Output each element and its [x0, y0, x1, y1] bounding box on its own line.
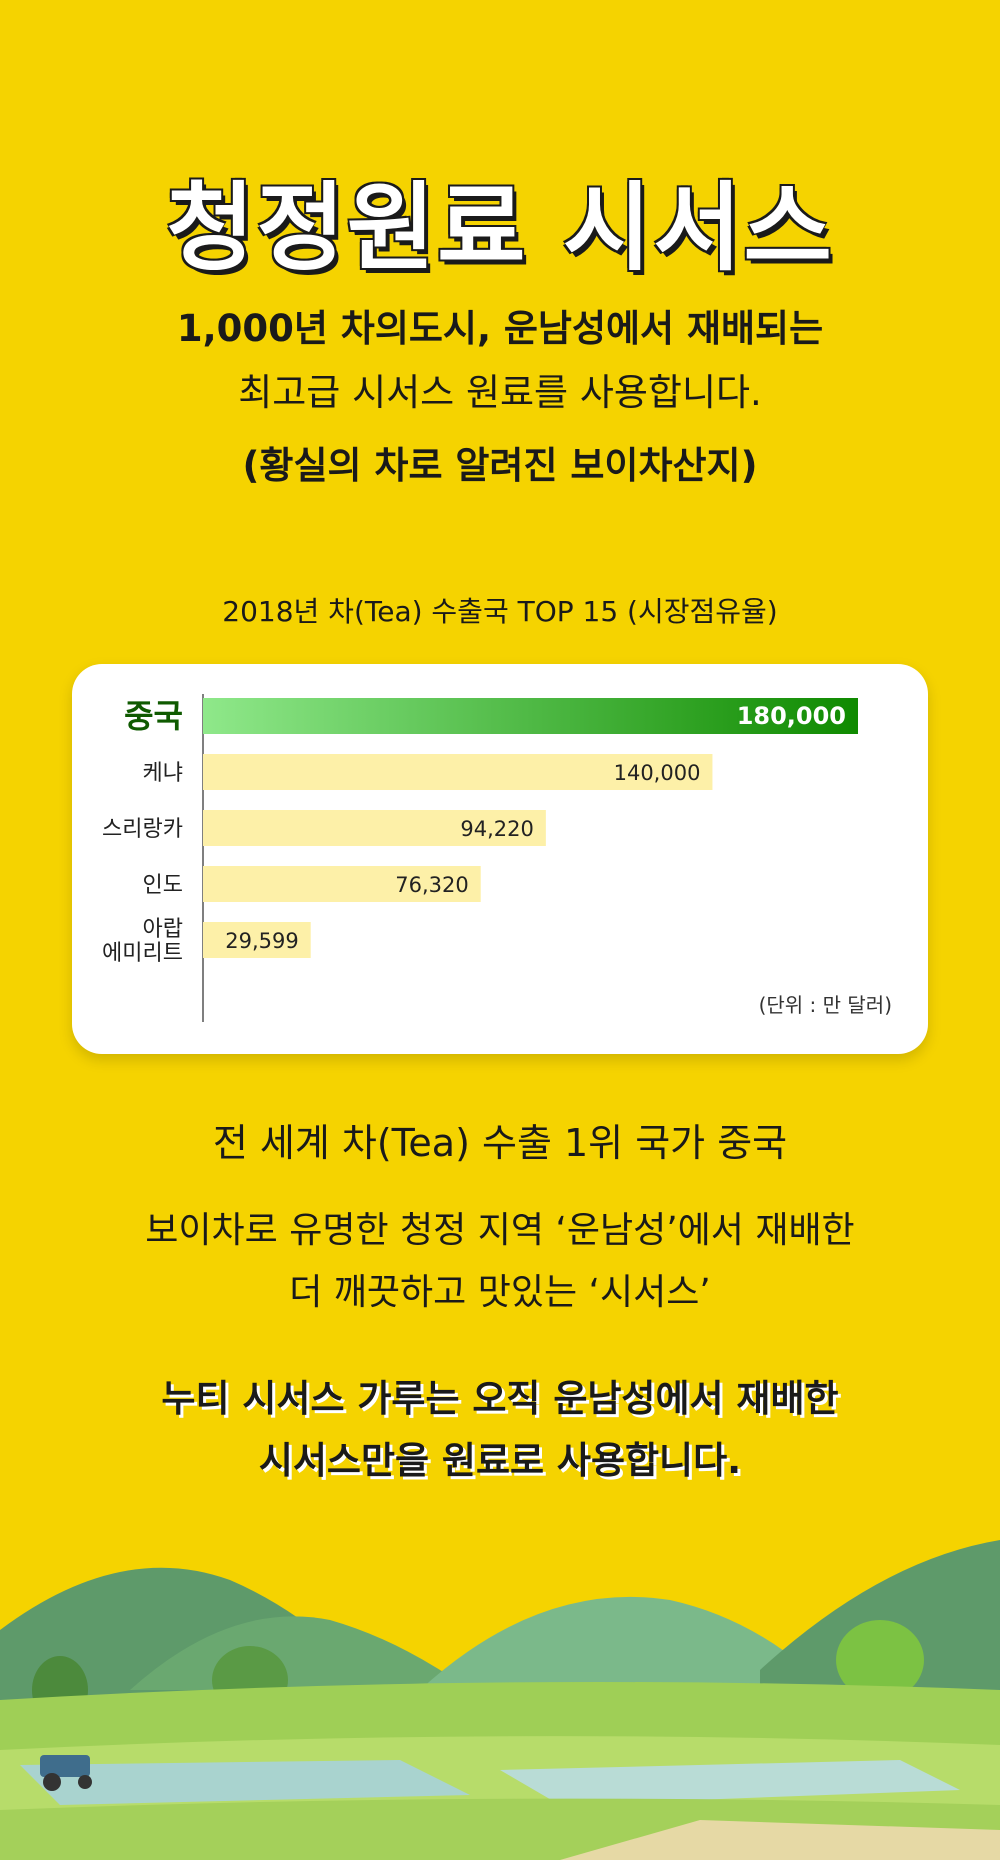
- subtitle-region-note: (황실의 차로 알려진 보이차산지): [242, 444, 758, 487]
- path-dirt: [560, 1820, 1000, 1860]
- category-label-0: 중국: [124, 697, 183, 735]
- region-description: 보이차로 유명한 청정 지역 ‘운남성’에서 재배한 더 깨끗하고 맛있는 ‘시…: [0, 1200, 1000, 1324]
- bar-chart: 180,000 중국 140,000 케냐 94,220 스리랑카 76,320 인도 29,5…: [102, 694, 892, 1022]
- bar-value-label-1: 140,000: [614, 761, 701, 785]
- bar-0: [203, 698, 858, 734]
- product-claim: 누티 시서스 가루는 오직 운남성에서 재배한 시서스만을 원료로 사용합니다.: [0, 1368, 1000, 1492]
- paddy-water-2: [500, 1760, 960, 1805]
- bar-value-label-2: 94,220: [460, 817, 533, 841]
- export-rank-text: 전 세계 차(Tea) 수출 1위 국가 중국: [212, 1121, 788, 1165]
- bar-1: [203, 754, 713, 790]
- tractor-wheel-2: [78, 1775, 92, 1789]
- category-label-1: 케냐: [143, 761, 183, 786]
- bar-2: [203, 810, 546, 846]
- bar-value-label-0: 180,000: [737, 702, 846, 730]
- bar-value-label-4: 29,599: [225, 929, 298, 953]
- chart-title: 2018년 차(Tea) 수출국 TOP 15 (시장점유율): [222, 595, 778, 628]
- chart-card: 180,000 중국 140,000 케냐 94,220 스리랑카 76,320 인도 29,5…: [72, 664, 928, 1054]
- tree-right: [836, 1620, 924, 1700]
- hill-center: [420, 1596, 830, 1690]
- tea-field-illustration: [0, 1540, 1000, 1860]
- tractor-wheel: [43, 1773, 61, 1791]
- category-label-2: 스리랑카: [102, 817, 183, 842]
- page-title: 청정원료 시서스: [166, 172, 834, 284]
- category-label-3: 인도: [143, 873, 183, 898]
- tractor-body: [40, 1755, 90, 1777]
- product-claim-line2: 시서스만을 원료로 사용합니다.: [258, 1439, 742, 1482]
- bar-3: [203, 866, 481, 902]
- chart-unit-note: (단위 : 만 달러): [759, 993, 892, 1017]
- subtitle-origin: 1,000년 차의도시, 운남성에서 재배되는: [176, 307, 824, 350]
- region-description-line2: 더 깨끗하고 맛있는 ‘시서스’: [289, 1272, 711, 1313]
- category-label-4: 아랍 에미리트: [102, 917, 183, 966]
- region-description-line1: 보이차로 유명한 청정 지역 ‘운남성’에서 재배한: [145, 1210, 855, 1251]
- product-claim-line1: 누티 시서스 가루는 오직 운남성에서 재배한: [161, 1377, 839, 1420]
- paddy-water: [20, 1760, 470, 1805]
- subtitle-quality: 최고급 시서스 원료를 사용합니다.: [238, 371, 762, 414]
- bar-value-label-3: 76,320: [395, 873, 468, 897]
- bar-4: [203, 922, 311, 958]
